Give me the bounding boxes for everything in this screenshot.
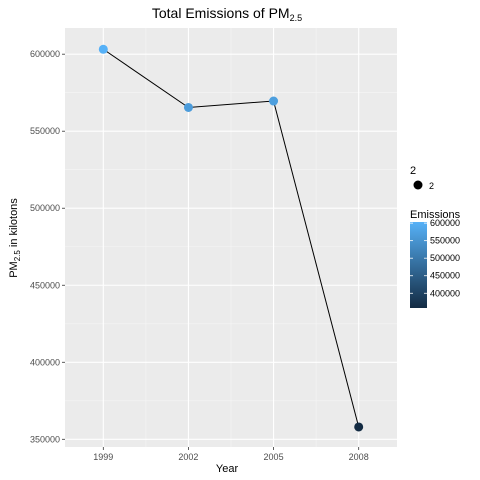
y-tick-label: 450000 [30,280,60,290]
x-axis-label: Year [216,463,239,475]
color-legend-tick-label: 500000 [430,253,460,263]
grid-minor [65,28,397,447]
y-axis-label: PM2.5 in kilotons [8,198,22,278]
series-line [103,48,360,428]
color-legend-bar [410,222,427,308]
size-legend: 2 2 [410,165,434,191]
color-legend-tick-label: 450000 [430,271,460,281]
y-tick-label: 500000 [30,203,60,213]
color-legend: Emissions 400000 450000 500000 550000 600000 [410,209,461,308]
series [98,44,364,432]
chart-title: Total Emissions of PM2.5 [152,5,302,23]
x-tick-label: 1999 [93,452,113,462]
data-point-2005 [269,96,279,106]
data-point-1999 [98,44,108,54]
size-legend-key [413,180,423,190]
grid-major [65,28,397,447]
color-legend-title: Emissions [410,209,461,221]
size-legend-title: 2 [410,165,416,177]
x-tick-label: 2005 [264,452,284,462]
color-legend-tick-label: 600000 [430,218,460,228]
y-tick-label: 550000 [30,126,60,136]
y-tick-label: 350000 [30,434,60,444]
y-tick-label: 400000 [30,357,60,367]
axis-ticks: 1999 2002 2005 2008 350000 400000 450000 500000… [30,49,369,462]
color-legend-ticks: 400000 450000 500000 550000 600000 [410,218,460,298]
y-tick-label: 600000 [30,49,60,59]
data-point-2008 [354,422,364,432]
color-legend-tick-label: 400000 [430,288,460,298]
size-legend-label: 2 [429,181,434,191]
x-tick-label: 2008 [349,452,369,462]
color-legend-tick-label: 550000 [430,236,460,246]
data-point-2002 [183,102,193,112]
x-tick-label: 2002 [178,452,198,462]
